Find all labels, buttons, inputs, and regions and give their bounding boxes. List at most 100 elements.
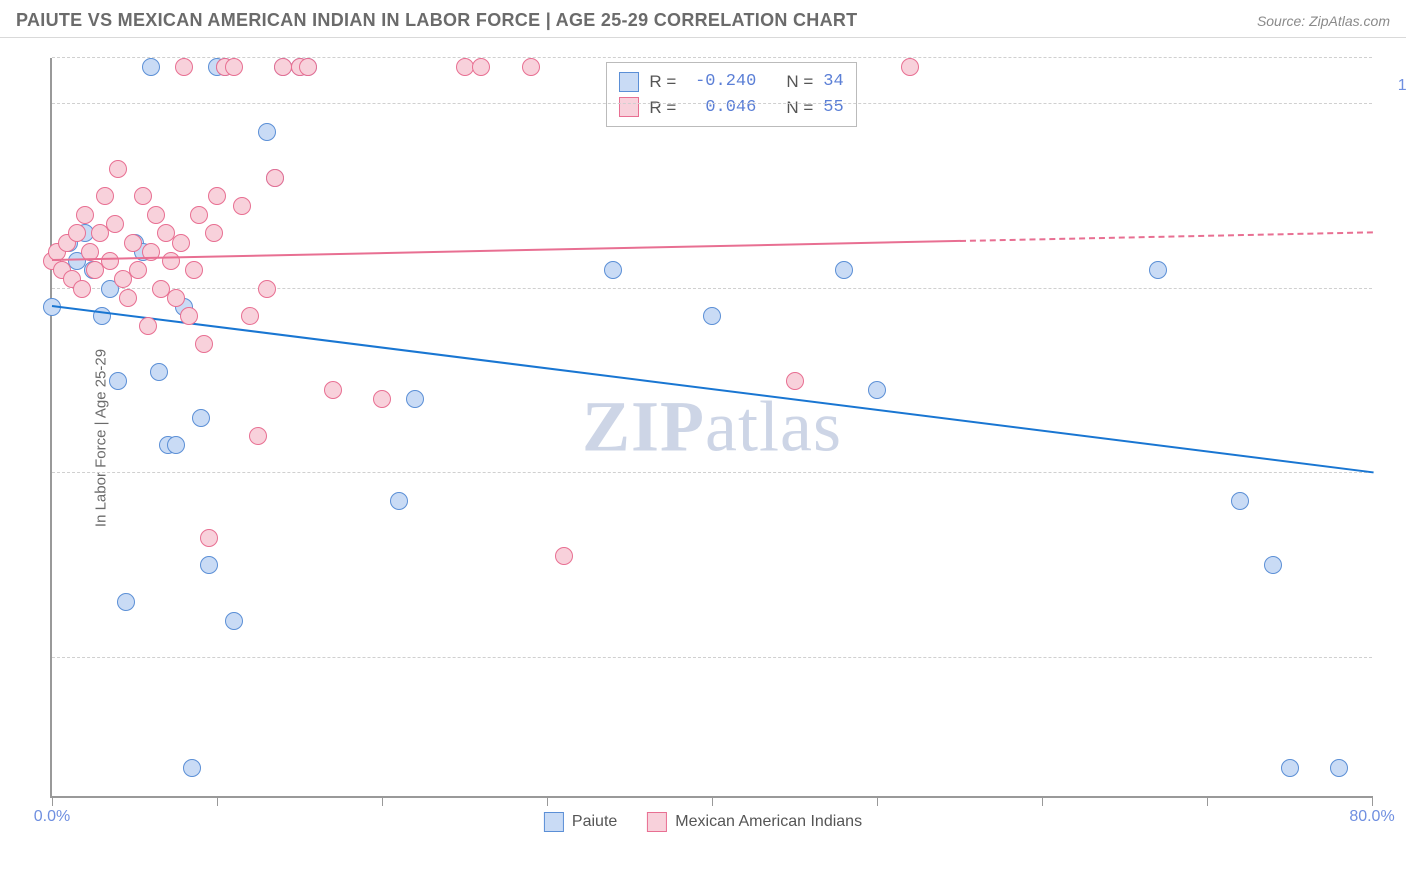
data-point — [109, 160, 127, 178]
data-point — [703, 307, 721, 325]
data-point — [266, 169, 284, 187]
data-point — [150, 363, 168, 381]
data-point — [225, 612, 243, 630]
x-tick — [52, 796, 53, 806]
n-value: 34 — [823, 69, 843, 95]
r-value: 0.046 — [686, 95, 756, 121]
legend-row: R =0.046N =55 — [619, 95, 843, 121]
x-tick — [712, 796, 713, 806]
gridline — [52, 288, 1372, 289]
trendline — [52, 305, 1374, 473]
data-point — [555, 547, 573, 565]
data-point — [183, 759, 201, 777]
data-point — [167, 289, 185, 307]
data-point — [175, 58, 193, 76]
data-point — [835, 261, 853, 279]
data-point — [1231, 492, 1249, 510]
data-point — [1264, 556, 1282, 574]
chart-header: PAIUTE VS MEXICAN AMERICAN INDIAN IN LAB… — [0, 0, 1406, 38]
gridline — [52, 103, 1372, 104]
legend-swatch — [647, 812, 667, 832]
data-point — [868, 381, 886, 399]
data-point — [134, 187, 152, 205]
data-point — [142, 58, 160, 76]
data-point — [192, 409, 210, 427]
y-tick-label: 100.0% — [1382, 77, 1406, 95]
x-tick — [877, 796, 878, 806]
data-point — [456, 58, 474, 76]
data-point — [195, 335, 213, 353]
data-point — [101, 252, 119, 270]
data-point — [119, 289, 137, 307]
data-point — [522, 58, 540, 76]
data-point — [786, 372, 804, 390]
data-point — [233, 197, 251, 215]
data-point — [190, 206, 208, 224]
plot-region: ZIPatlas R =-0.240N =34R =0.046N =55 40.… — [50, 58, 1372, 798]
data-point — [124, 234, 142, 252]
x-tick-label: 80.0% — [1349, 808, 1394, 826]
y-tick-label: 60.0% — [1382, 446, 1406, 464]
chart-area: In Labor Force | Age 25-29 ZIPatlas R =-… — [0, 38, 1406, 838]
r-label: R = — [649, 95, 676, 121]
data-point — [390, 492, 408, 510]
legend-label: Paiute — [572, 813, 617, 831]
data-point — [324, 381, 342, 399]
legend-swatch — [619, 72, 639, 92]
x-tick — [547, 796, 548, 806]
data-point — [472, 58, 490, 76]
data-point — [180, 307, 198, 325]
data-point — [185, 261, 203, 279]
data-point — [373, 390, 391, 408]
chart-title: PAIUTE VS MEXICAN AMERICAN INDIAN IN LAB… — [16, 10, 857, 31]
data-point — [167, 436, 185, 454]
data-point — [73, 280, 91, 298]
data-point — [274, 58, 292, 76]
legend-swatch — [544, 812, 564, 832]
data-point — [172, 234, 190, 252]
legend-item: Paiute — [544, 812, 617, 832]
data-point — [162, 252, 180, 270]
data-point — [1330, 759, 1348, 777]
data-point — [258, 123, 276, 141]
legend-row: R = -0.240 N = 34 — [619, 69, 843, 95]
series-legend: Paiute Mexican American Indians — [544, 812, 862, 832]
correlation-legend: R =-0.240N =34R =0.046N =55 — [606, 62, 856, 127]
data-point — [147, 206, 165, 224]
x-tick — [217, 796, 218, 806]
data-point — [1149, 261, 1167, 279]
data-point — [1281, 759, 1299, 777]
r-label: R = — [649, 69, 676, 95]
legend-item: Mexican American Indians — [647, 812, 862, 832]
x-tick — [382, 796, 383, 806]
x-tick-label: 0.0% — [34, 808, 70, 826]
data-point — [200, 556, 218, 574]
y-tick-label: 40.0% — [1382, 631, 1406, 649]
data-point — [258, 280, 276, 298]
data-point — [901, 58, 919, 76]
data-point — [76, 206, 94, 224]
data-point — [225, 58, 243, 76]
n-label: N = — [786, 69, 813, 95]
data-point — [68, 224, 86, 242]
x-tick — [1372, 796, 1373, 806]
data-point — [129, 261, 147, 279]
r-value: -0.240 — [686, 69, 756, 95]
watermark: ZIPatlas — [582, 386, 842, 469]
data-point — [139, 317, 157, 335]
data-point — [249, 427, 267, 445]
data-point — [200, 529, 218, 547]
gridline — [52, 472, 1372, 473]
gridline — [52, 57, 1372, 58]
data-point — [96, 187, 114, 205]
x-tick — [1207, 796, 1208, 806]
n-label: N = — [786, 95, 813, 121]
data-point — [604, 261, 622, 279]
legend-label: Mexican American Indians — [675, 813, 862, 831]
data-point — [117, 593, 135, 611]
trendline-extrapolated — [959, 231, 1372, 242]
x-tick — [1042, 796, 1043, 806]
legend-swatch — [619, 97, 639, 117]
data-point — [205, 224, 223, 242]
source-label: Source: ZipAtlas.com — [1257, 13, 1390, 29]
